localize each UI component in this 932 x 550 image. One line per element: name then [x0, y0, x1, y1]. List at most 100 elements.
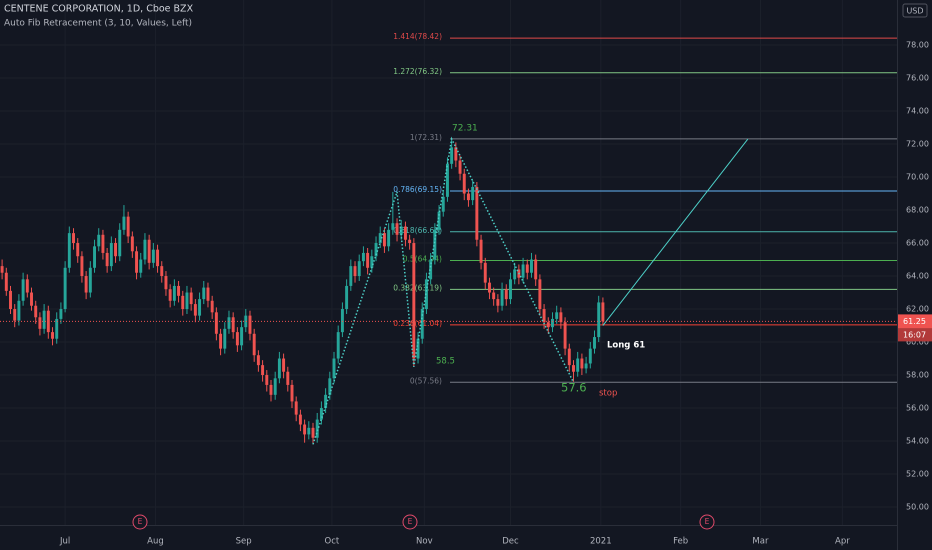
x-tick-label: Apr	[835, 537, 850, 547]
candle-body	[471, 186, 475, 201]
candle-body	[261, 365, 265, 376]
candle-body	[4, 272, 8, 291]
annotation: 58.5	[436, 357, 455, 367]
candle-body	[126, 216, 130, 237]
x-tick-label: Feb	[673, 537, 688, 547]
candle-body	[156, 249, 160, 267]
candle-body	[80, 256, 84, 277]
candle-body	[109, 243, 113, 267]
candle-body	[336, 332, 340, 359]
candle-body	[307, 427, 311, 435]
y-tick-label: 72.00	[906, 140, 929, 149]
candle-body	[378, 233, 382, 244]
candle-body	[437, 211, 441, 230]
annotation-bg	[605, 338, 645, 352]
earnings-label: E	[408, 517, 413, 526]
candle-body	[487, 282, 491, 293]
candle-body	[492, 292, 496, 300]
earnings-marker	[132, 514, 148, 530]
indicator-label[interactable]: Auto Fib Retracement (3, 10, Values, Lef…	[4, 19, 192, 29]
candle-body	[223, 328, 227, 349]
currency-box[interactable]	[902, 3, 928, 18]
candle-body	[114, 243, 118, 257]
candle-body	[76, 243, 80, 257]
candle-body	[269, 384, 273, 395]
candle-body	[202, 287, 206, 300]
countdown-label: 16:07	[903, 330, 926, 339]
candle-body	[429, 259, 433, 280]
x-tick-label: Dec	[502, 537, 519, 547]
candle-body	[303, 424, 307, 435]
candle-body	[177, 285, 181, 296]
candle-body	[525, 264, 529, 273]
candle-body	[256, 355, 260, 366]
candle-body	[546, 322, 550, 328]
candle-body	[395, 223, 399, 235]
candle-body	[593, 337, 596, 349]
candle-body	[294, 401, 298, 415]
candle-body	[210, 300, 214, 313]
candle-body	[559, 312, 563, 323]
candle-body	[231, 317, 235, 333]
candle-body	[412, 243, 416, 359]
trend-line	[602, 138, 749, 326]
y-tick-label: 74.00	[906, 107, 929, 116]
y-tick-label: 56.00	[906, 404, 929, 413]
fib-label: 0.236(61.04)	[393, 319, 442, 328]
candle-body	[563, 322, 567, 349]
x-tick-label: Oct	[325, 537, 340, 547]
fib-label: 0.382(63.19)	[393, 283, 442, 292]
candle-body	[17, 300, 21, 321]
fib-label: 1.414(78.42)	[393, 32, 442, 41]
candle-body	[219, 333, 223, 349]
y-tick-label: 68.00	[906, 206, 929, 215]
candle-body	[63, 267, 67, 310]
candle-body	[349, 266, 353, 286]
fib-label: 1.272(76.32)	[393, 67, 442, 76]
candle-body	[366, 252, 370, 268]
candle-body	[420, 309, 424, 339]
y-tick-label: 60.00	[906, 338, 929, 347]
x-tick-label: Jul	[59, 537, 70, 547]
candle-body	[198, 299, 202, 316]
candle-body	[319, 408, 323, 420]
candle-body	[538, 279, 542, 310]
annotation: 57.6	[561, 381, 587, 395]
fib-label: 0.618(66.68)	[393, 226, 442, 235]
y-tick-label: 66.00	[906, 239, 929, 248]
y-tick-label: 54.00	[906, 437, 929, 446]
x-tick-label: 2021	[590, 537, 612, 547]
candle-body	[391, 223, 395, 230]
candle-body	[244, 315, 248, 328]
candle-body	[130, 236, 134, 252]
candle-body	[601, 302, 605, 322]
candle-body	[387, 229, 391, 247]
y-tick-label: 64.00	[906, 272, 929, 281]
annotation: stop	[599, 389, 617, 399]
earnings-label: E	[138, 517, 143, 526]
y-tick-label: 50.00	[906, 503, 929, 512]
candle-body	[315, 419, 319, 438]
x-tick-label: Mar	[752, 537, 769, 547]
candle-body	[51, 332, 54, 339]
candle-body	[530, 259, 533, 273]
candle-body	[509, 279, 512, 300]
candle-body	[475, 186, 479, 240]
candle-body	[466, 193, 470, 201]
candle-body	[290, 384, 294, 402]
x-tick-label: Aug	[147, 537, 164, 547]
candle-body	[84, 276, 88, 293]
annotation: 72.31	[452, 124, 478, 134]
candle-body	[416, 338, 420, 359]
candle-body	[252, 333, 256, 356]
candle-body	[143, 239, 147, 260]
candle-body	[248, 315, 252, 334]
candle-body	[97, 234, 101, 247]
candle-body	[328, 378, 332, 395]
fib-label: 0.5(64.94)	[403, 255, 442, 264]
currency: USD	[906, 7, 923, 16]
candle-body	[483, 262, 487, 283]
candle-body	[382, 233, 386, 247]
candle-body	[504, 289, 508, 300]
earnings-marker	[402, 514, 418, 530]
